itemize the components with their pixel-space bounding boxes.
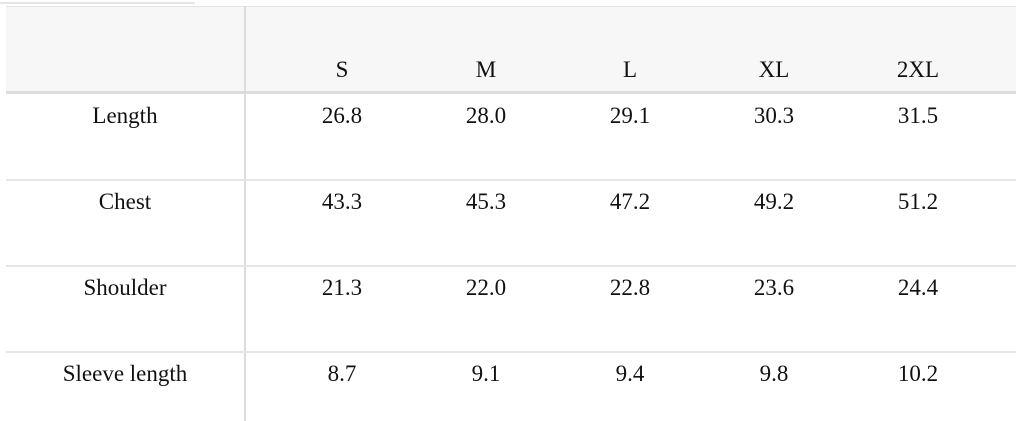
column-header: S (335, 57, 349, 82)
header-background (6, 6, 1016, 91)
cell-value: 24.4 (897, 275, 939, 300)
cell-value: 23.6 (753, 275, 795, 300)
cell-value: 43.3 (321, 189, 363, 214)
cell-value: 28.0 (465, 103, 507, 128)
cell-value: 10.2 (897, 361, 939, 386)
row-label: Shoulder (83, 275, 167, 300)
header-bottom-border (6, 91, 1016, 94)
row-label: Sleeve length (62, 361, 188, 386)
cell-value: 9.8 (759, 361, 789, 386)
cell-value: 31.5 (897, 103, 939, 128)
row-label: Length (92, 103, 158, 128)
top-rule (0, 2, 195, 4)
cell-value: 9.1 (471, 361, 501, 386)
cell-value: 47.2 (609, 189, 651, 214)
cell-value: 49.2 (753, 189, 795, 214)
cell-value: 30.3 (753, 103, 795, 128)
column-header: M (475, 57, 497, 82)
row-border (6, 179, 1016, 181)
row-label: Chest (98, 189, 152, 214)
cell-value: 21.3 (321, 275, 363, 300)
cell-value: 22.8 (609, 275, 651, 300)
cell-value: 9.4 (615, 361, 645, 386)
cell-value: 51.2 (897, 189, 939, 214)
cell-value: 45.3 (465, 189, 507, 214)
column-header: L (622, 57, 638, 82)
cell-value: 26.8 (321, 103, 363, 128)
header-top-border (6, 6, 1016, 7)
row-border (6, 265, 1016, 267)
cell-value: 22.0 (465, 275, 507, 300)
cell-value: 8.7 (327, 361, 357, 386)
column-header: XL (758, 57, 790, 82)
column-header: 2XL (896, 57, 940, 82)
cell-value: 29.1 (609, 103, 651, 128)
row-border (6, 351, 1016, 353)
column-divider (244, 6, 246, 421)
